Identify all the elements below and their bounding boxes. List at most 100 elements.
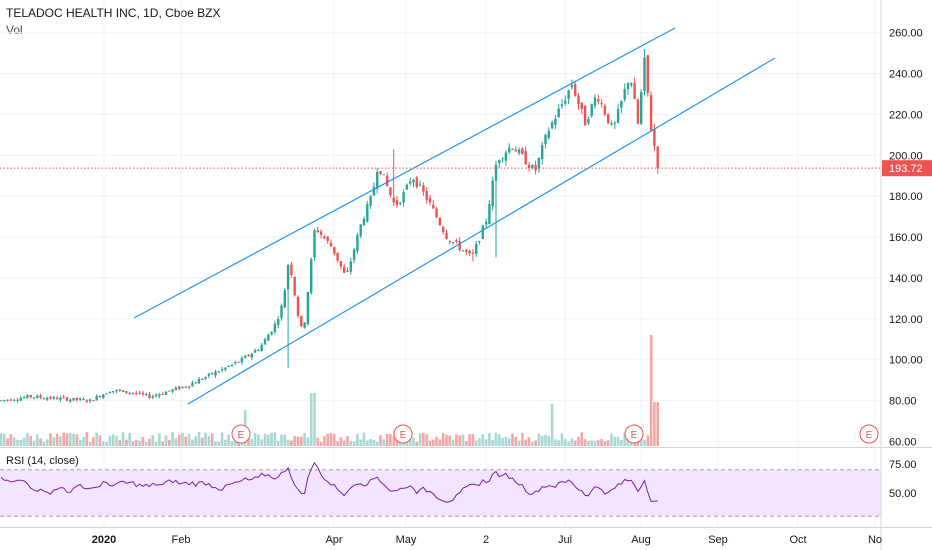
volume-bar (517, 440, 521, 446)
volume-bar (319, 441, 323, 446)
candle-body (326, 236, 329, 241)
candle-body (366, 204, 369, 222)
rsi-line (0, 461, 658, 503)
trend-channel[interactable] (133, 27, 776, 405)
earnings-marker-circle[interactable] (859, 424, 879, 444)
volume-bar (428, 440, 432, 446)
candle-body (455, 240, 458, 242)
candle-body (220, 368, 224, 371)
volume-bar (184, 436, 188, 446)
volume-bar (121, 432, 125, 446)
volume-bar (98, 435, 102, 446)
volume-bar (514, 436, 518, 446)
volume-bar (181, 432, 184, 446)
volume-bar (214, 441, 217, 446)
candle-body (227, 366, 230, 368)
candle-body (310, 259, 313, 293)
price-tick-label: 100.00 (889, 355, 923, 367)
candle-body (613, 122, 616, 124)
candle-body (593, 97, 597, 106)
price-tick-label: 240.00 (889, 69, 923, 81)
volume-bar (201, 437, 204, 446)
candle-body (498, 160, 501, 164)
volume-bar (32, 440, 36, 446)
candle-body (253, 350, 257, 353)
candle-body (115, 390, 118, 392)
volume-bar (379, 435, 382, 446)
volume-bar (375, 441, 379, 446)
candle-body (75, 397, 79, 400)
candle-body (379, 171, 382, 174)
volume-bar (85, 432, 89, 446)
volume-legend: Vol (6, 23, 23, 37)
volume-bar (326, 433, 329, 446)
candle-body (399, 202, 402, 204)
candle-body (148, 394, 151, 398)
candle-body (296, 296, 300, 317)
volume-bar (95, 432, 98, 446)
volume-bar (537, 433, 541, 446)
rsi-band (0, 469, 881, 517)
candle-body (79, 398, 82, 401)
volume-bar (207, 436, 211, 446)
volume-bar (461, 434, 465, 446)
candle-body (521, 148, 524, 154)
volume-bar (260, 439, 263, 446)
volume-bar (45, 439, 49, 446)
candle-body (19, 397, 22, 401)
volume-bar (471, 434, 475, 446)
volume-bar (309, 393, 313, 446)
candle-body (580, 102, 583, 109)
volume-bar (111, 434, 115, 446)
volume-bar (191, 439, 194, 446)
candle-body (349, 261, 352, 272)
candle-body (3, 400, 6, 402)
candle-body (564, 100, 567, 104)
candle-body (636, 99, 640, 124)
volume-bar (3, 433, 6, 446)
candle-body (656, 146, 659, 169)
earnings-marker-circle[interactable] (624, 424, 644, 444)
volume-bar (55, 433, 59, 446)
candle-body (597, 99, 600, 102)
candle-body (230, 364, 234, 366)
candle-body (382, 174, 385, 176)
candle-body (633, 83, 636, 100)
volume-bar (369, 439, 372, 446)
volume-bar (603, 441, 607, 446)
time-tick-label: Aug (631, 534, 651, 546)
candle-body (303, 322, 306, 328)
earnings-marker-circle[interactable] (231, 424, 251, 444)
volume-bar (623, 432, 626, 446)
time-tick-label: 2020 (92, 534, 116, 546)
candle-body (46, 398, 49, 400)
candle-body (118, 389, 121, 391)
price-tick-label: 160.00 (889, 232, 923, 244)
current-price-label: 193.72 (889, 163, 923, 175)
candle-body (273, 323, 277, 332)
price-tick-label: 180.00 (889, 191, 923, 203)
volume-bar (438, 439, 442, 446)
volume-bar (425, 434, 428, 446)
rsi-tick-label: 75.00 (889, 459, 917, 471)
candle-body (600, 103, 603, 105)
volume-bar (323, 436, 326, 446)
channel-lower-line (187, 57, 776, 405)
volume-bar (534, 440, 537, 446)
volume-bar (62, 432, 65, 446)
candle-body (623, 89, 626, 100)
earnings-marker-circle[interactable] (393, 424, 413, 444)
candle-body (141, 392, 145, 395)
volume-bar (42, 441, 46, 446)
volume-bar (171, 432, 174, 446)
candle-body (145, 394, 148, 396)
volume-bar (484, 439, 488, 446)
chart-title: TELADOC HEALTH INC, 1D, Cboe BZX (6, 6, 221, 20)
candle-body (392, 197, 395, 203)
volume-bar (418, 433, 422, 446)
volume-bar (458, 435, 461, 446)
candle-body (277, 319, 280, 326)
